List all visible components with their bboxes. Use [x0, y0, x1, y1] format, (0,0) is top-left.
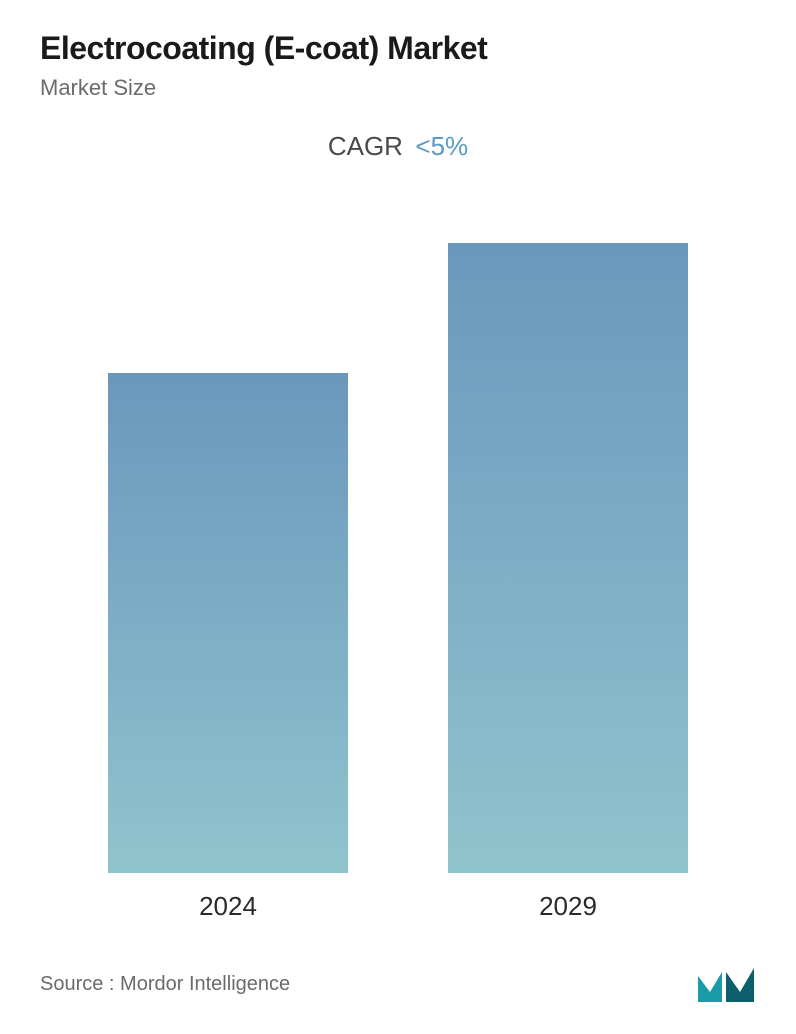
bar-group-1: 2029: [448, 243, 688, 922]
bar-label-0: 2024: [199, 891, 257, 922]
bar-1: [448, 243, 688, 873]
brand-logo-icon: [696, 964, 756, 1004]
bar-0: [108, 373, 348, 873]
chart-area: 2024 2029: [40, 212, 756, 952]
chart-container: Electrocoating (E-coat) Market Market Si…: [0, 0, 796, 1034]
bar-group-0: 2024: [108, 373, 348, 922]
chart-subtitle: Market Size: [40, 75, 756, 101]
cagr-label: CAGR: [328, 131, 403, 161]
cagr-row: CAGR <5%: [40, 131, 756, 162]
source-text: Source : Mordor Intelligence: [40, 973, 290, 996]
cagr-value: <5%: [415, 131, 468, 161]
footer: Source : Mordor Intelligence: [40, 952, 756, 1004]
bar-label-1: 2029: [539, 891, 597, 922]
chart-title: Electrocoating (E-coat) Market: [40, 30, 756, 67]
